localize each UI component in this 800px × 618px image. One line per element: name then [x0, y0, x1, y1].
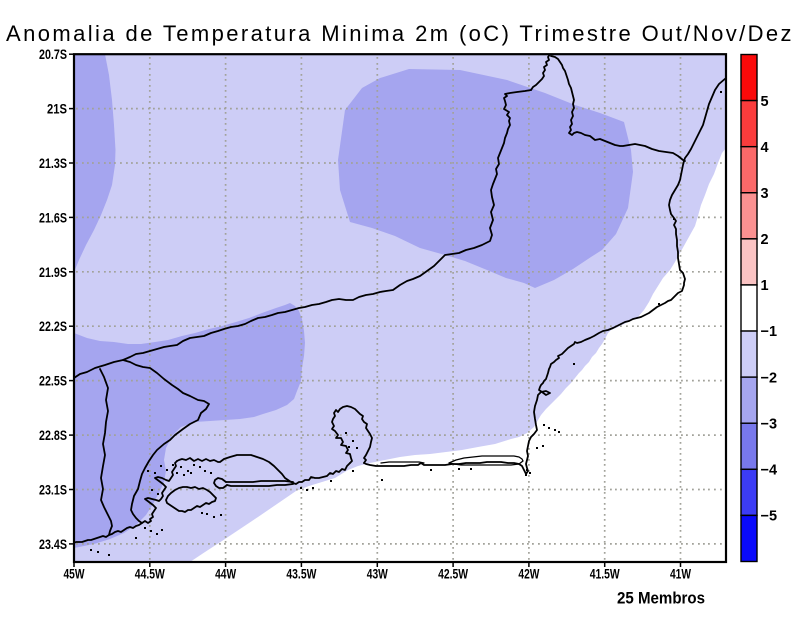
- svg-text:21S: 21S: [47, 102, 67, 117]
- svg-text:−1: −1: [761, 324, 778, 340]
- svg-text:−2: −2: [761, 370, 778, 386]
- svg-text:43W: 43W: [367, 567, 388, 582]
- svg-text:21.9S: 21.9S: [39, 265, 67, 280]
- svg-text:23.1S: 23.1S: [39, 483, 67, 498]
- svg-text:45W: 45W: [64, 567, 85, 582]
- svg-text:Anomalia de Temperatura Minima: Anomalia de Temperatura Minima 2m (oC) T…: [6, 21, 794, 46]
- svg-text:22.2S: 22.2S: [39, 319, 67, 334]
- svg-text:25 Membros: 25 Membros: [617, 589, 705, 608]
- svg-text:41.5W: 41.5W: [590, 567, 620, 582]
- svg-text:4: 4: [761, 140, 769, 156]
- svg-text:2: 2: [761, 232, 769, 248]
- svg-text:5: 5: [761, 94, 769, 110]
- svg-text:42W: 42W: [518, 567, 539, 582]
- svg-text:1: 1: [761, 278, 769, 294]
- svg-text:−4: −4: [761, 463, 778, 479]
- svg-text:21.6S: 21.6S: [39, 210, 67, 225]
- svg-text:22.8S: 22.8S: [39, 428, 67, 443]
- svg-text:3: 3: [761, 186, 769, 202]
- svg-text:22.5S: 22.5S: [39, 374, 67, 389]
- svg-text:44W: 44W: [215, 567, 236, 582]
- svg-text:23.4S: 23.4S: [39, 537, 67, 552]
- svg-text:44.5W: 44.5W: [135, 567, 165, 582]
- svg-text:−5: −5: [761, 509, 778, 525]
- svg-text:43.5W: 43.5W: [286, 567, 316, 582]
- svg-text:20.7S: 20.7S: [39, 47, 67, 62]
- svg-text:42.5W: 42.5W: [438, 567, 468, 582]
- svg-text:21.3S: 21.3S: [39, 156, 67, 171]
- svg-text:−3: −3: [761, 416, 778, 432]
- svg-text:41W: 41W: [670, 567, 691, 582]
